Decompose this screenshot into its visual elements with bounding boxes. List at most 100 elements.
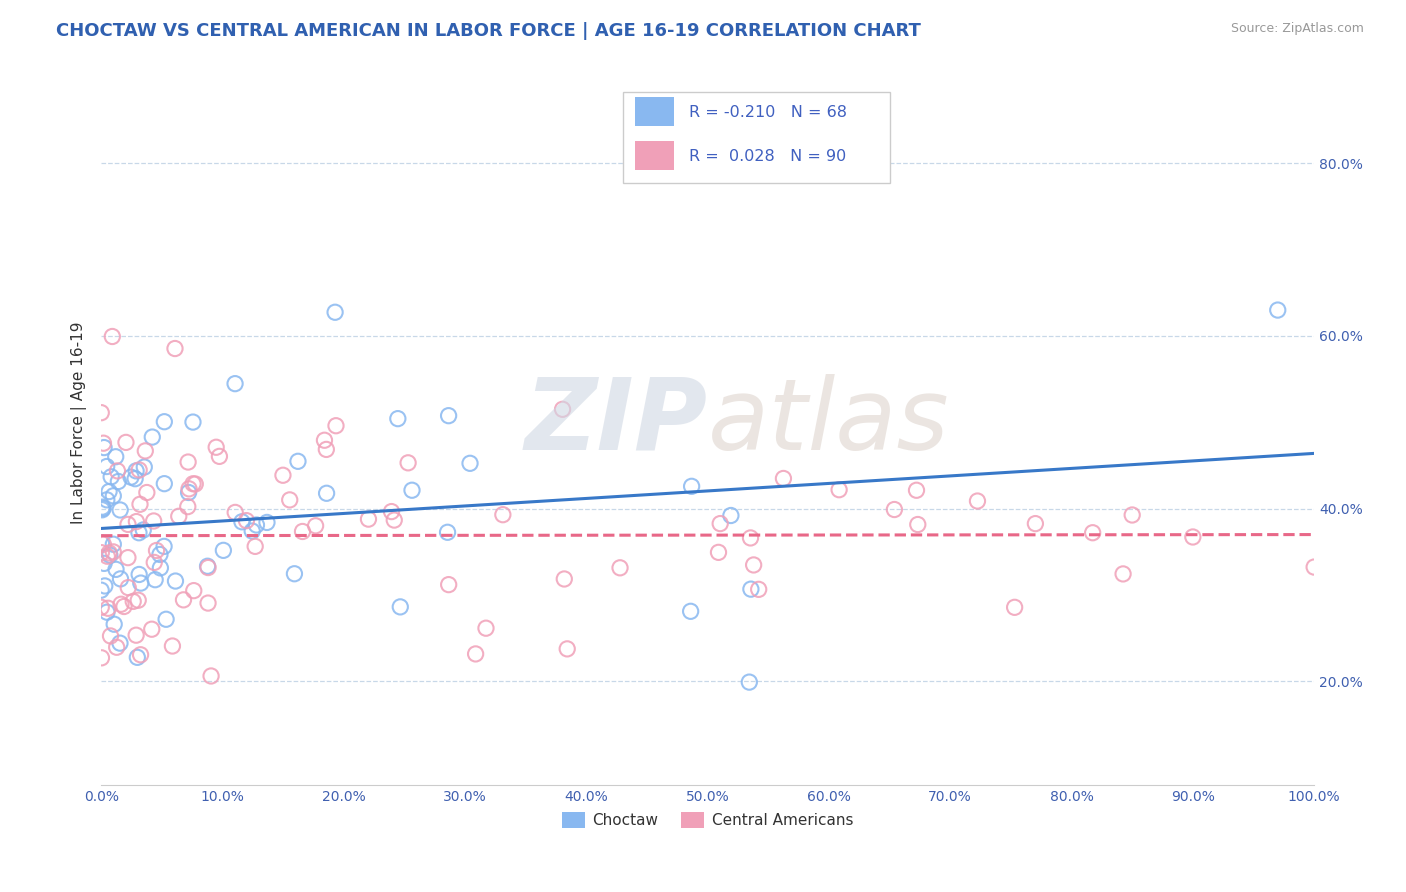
Point [205,440,228,454]
Point [100,629,122,643]
Point [1267,303,1289,318]
Point [153,415,176,429]
Point [108,636,131,650]
Point [389,599,412,614]
Point [315,442,337,457]
Point [96,492,118,507]
Point [117,517,139,532]
Point [120,470,142,484]
Y-axis label: In Labor Force | Age 16-19: In Labor Force | Age 16-19 [72,321,87,524]
Point [183,583,205,598]
Point [90,600,112,615]
Point [291,524,314,539]
Point [112,599,135,614]
Point [104,450,127,464]
Point [231,515,253,529]
Point [105,640,128,655]
Point [129,648,152,662]
Point [212,543,235,558]
Point [115,435,138,450]
Point [709,516,731,531]
Point [720,508,742,523]
Point [90,406,112,420]
Point [553,572,575,586]
Point [143,573,166,587]
Point [125,515,148,529]
Point [278,492,301,507]
Point [245,518,267,533]
Point [742,558,765,572]
Point [110,572,132,586]
Point [256,516,278,530]
Point [96,549,118,564]
Point [145,543,167,558]
Point [101,329,124,343]
Point [127,593,149,607]
Point [177,482,200,496]
Point [103,489,125,503]
Point [97,601,120,615]
Point [883,502,905,516]
Point [122,594,145,608]
Point [1081,525,1104,540]
Point [96,605,118,619]
Point [173,592,195,607]
Point [134,443,156,458]
Point [1004,600,1026,615]
Point [401,483,423,498]
Point [966,494,988,508]
Point [197,560,219,574]
Point [142,514,165,528]
Point [177,455,200,469]
Point [129,497,152,511]
Point [315,486,337,500]
Point [271,468,294,483]
Text: R = -0.210   N = 68: R = -0.210 N = 68 [689,105,848,120]
FancyBboxPatch shape [636,141,673,169]
Point [380,505,402,519]
Point [105,562,128,576]
Point [464,647,486,661]
Point [128,463,150,477]
Point [91,501,114,516]
Point [243,540,266,554]
FancyBboxPatch shape [636,97,673,127]
Text: atlas: atlas [707,374,949,471]
Point [387,411,409,425]
Point [155,612,177,626]
Point [458,456,481,470]
Point [149,561,172,575]
Point [208,450,231,464]
Point [91,503,114,517]
Point [1181,530,1204,544]
Point [1121,508,1143,522]
Point [117,581,139,595]
Point [325,418,347,433]
Point [128,525,150,540]
Point [551,402,574,417]
Point [125,464,148,478]
Point [91,500,114,515]
Point [323,305,346,319]
Point [436,525,458,540]
Point [110,597,132,611]
Point [707,545,730,559]
Point [143,556,166,570]
Point [108,503,131,517]
Point [679,604,702,618]
Point [134,460,156,475]
Text: CHOCTAW VS CENTRAL AMERICAN IN LABOR FORCE | AGE 16-19 CORRELATION CHART: CHOCTAW VS CENTRAL AMERICAN IN LABOR FOR… [56,22,921,40]
Point [165,574,187,588]
Point [107,464,129,478]
FancyBboxPatch shape [623,92,890,183]
Point [96,459,118,474]
Point [149,548,172,562]
Point [240,524,263,538]
Point [181,415,204,429]
Point [167,509,190,524]
Point [135,485,157,500]
Text: Source: ZipAtlas.com: Source: ZipAtlas.com [1230,22,1364,36]
Point [224,376,246,391]
Text: ZIP: ZIP [524,374,707,471]
Point [738,675,761,690]
